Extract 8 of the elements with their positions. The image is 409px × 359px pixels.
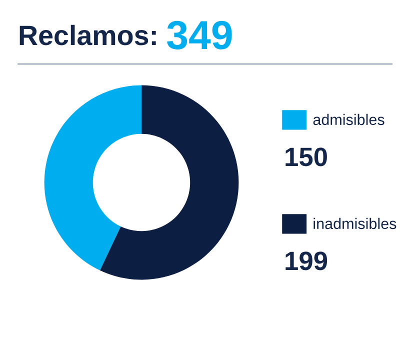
donut-slice [100,85,239,280]
chart-title: Reclamos: [20,24,156,46]
data-label: 199 [286,252,328,270]
legend-label: admisibles [313,114,384,126]
legend-label: inadmisibles [314,218,396,230]
chart-subtitle: 349 [167,20,232,50]
donut-slice [44,85,142,270]
data-label: 150 [286,148,327,166]
